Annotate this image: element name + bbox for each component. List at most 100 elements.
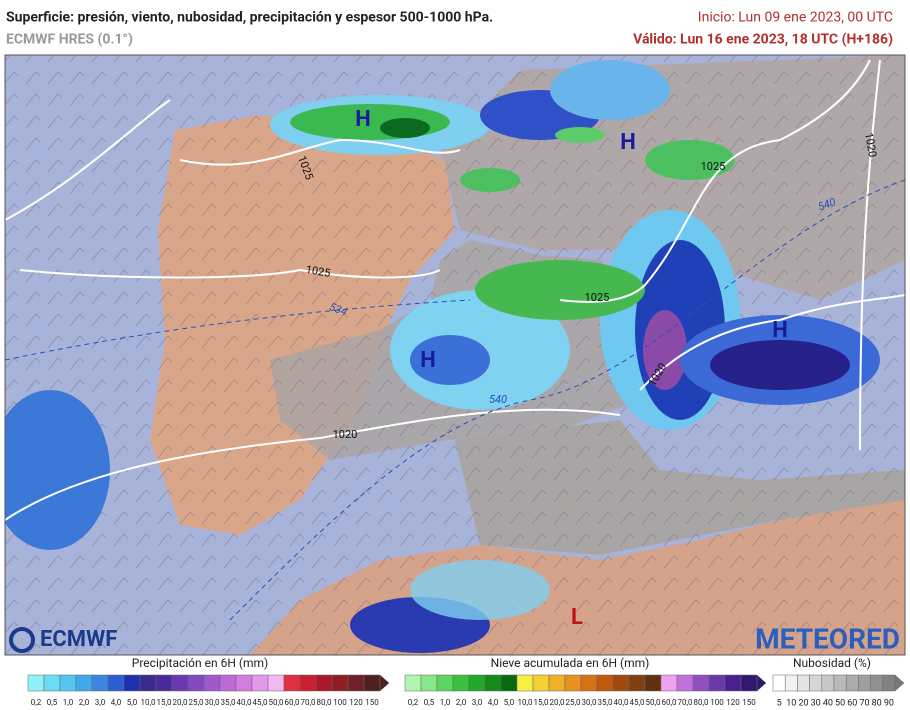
- legend-label: 10: [786, 698, 796, 708]
- legend-swatch: [27, 674, 45, 692]
- legend-swatch: [187, 674, 205, 692]
- legend-label: 40: [823, 698, 833, 708]
- precip-area: [710, 340, 850, 390]
- legend-label: 2,0: [456, 698, 467, 707]
- legend-label: 40,0: [613, 698, 629, 707]
- snow-area: [555, 127, 605, 143]
- valid-time: Válido: Lun 16 ene 2023, 18 UTC (H+186): [633, 32, 893, 48]
- precipitation: [5, 60, 880, 653]
- legend-swatch: [708, 674, 726, 692]
- legend-label: 50,0: [645, 698, 661, 707]
- legend-swatch: [500, 674, 518, 692]
- legend-label: 100: [333, 698, 347, 707]
- snow: [290, 104, 735, 320]
- legend-swatch: [91, 674, 109, 692]
- legend-label: 15,0: [156, 698, 172, 707]
- thickness-line: [229, 179, 905, 621]
- legend-swatch: [516, 674, 534, 692]
- isobar-label: 1025: [585, 291, 610, 304]
- legend-label: 50,0: [268, 698, 284, 707]
- legend-swatch: [676, 674, 694, 692]
- isobars: [5, 59, 905, 521]
- precip-area: [643, 310, 687, 390]
- legend-swatch: [784, 674, 798, 692]
- legend-swatch: [692, 674, 710, 692]
- legend-swatch: [882, 674, 896, 692]
- legend-label: 60,0: [284, 698, 300, 707]
- legend-label: 4,0: [488, 698, 499, 707]
- legend-swatch: [484, 674, 502, 692]
- logo-meteored: METEORED: [755, 622, 900, 655]
- legend-label: 0,2: [408, 698, 419, 707]
- legend-swatch: [203, 674, 221, 692]
- legend-label: 2,0: [79, 698, 90, 707]
- legend-label: 45,0: [629, 698, 645, 707]
- legend-swatch: [532, 674, 550, 692]
- precip-area: [410, 335, 490, 385]
- legend-label: 100: [710, 698, 724, 707]
- legend-label: 40,0: [236, 698, 252, 707]
- legend-swatch: [628, 674, 646, 692]
- legend-swatch: [315, 674, 333, 692]
- legend-label: 50: [835, 698, 845, 708]
- legend-label: 35,0: [597, 698, 613, 707]
- precip-area: [5, 390, 110, 550]
- legend-swatch: [404, 674, 422, 692]
- isobar-label: 1020: [333, 428, 358, 441]
- isobar: [639, 294, 905, 391]
- isobar-label: 1025: [305, 263, 332, 280]
- legend-label: 35,0: [220, 698, 236, 707]
- legend-label: 5: [777, 698, 782, 708]
- legend-swatch: [219, 674, 237, 692]
- legend-swatch: [123, 674, 141, 692]
- legend-swatch: [347, 674, 365, 692]
- legend-label: 15,0: [533, 698, 549, 707]
- isobar: [179, 138, 461, 166]
- legend-swatch: [809, 674, 823, 692]
- high-pressure: H: [355, 107, 371, 132]
- legend-swatch: [858, 674, 871, 692]
- legends: Precipitación en 6H (mm) 0,2 0,5 1,0 2,0 3,0 4…: [27, 656, 905, 708]
- legend-swatch: [452, 674, 470, 692]
- legend-swatch: [548, 674, 566, 692]
- legend-label: 120: [349, 698, 363, 707]
- legend-swatch: [596, 674, 614, 692]
- legend-label: 5,0: [504, 698, 515, 707]
- legend-swatch: [171, 674, 189, 692]
- legend-swatch: [75, 674, 93, 692]
- legend-label: 70,0: [677, 698, 693, 707]
- legend-swatch: [797, 674, 810, 692]
- logo-ecmwf: ECMWF: [40, 627, 117, 652]
- model: ECMWF HRES (0.1°): [6, 32, 133, 48]
- logo-ecmwf-icon: [9, 627, 35, 653]
- thickness-label: 540: [489, 393, 507, 406]
- legend-swatch: [468, 674, 486, 692]
- legend-swatch: [436, 674, 454, 692]
- legend-label: 90: [884, 698, 894, 708]
- legend-title: Nubosidad (%): [793, 656, 871, 670]
- legend-swatch: [740, 674, 758, 692]
- legend-label: 1,0: [63, 698, 74, 707]
- legend-swatch: [660, 674, 678, 692]
- legend-swatch: [267, 674, 285, 692]
- precip-area: [410, 560, 550, 620]
- legend-label: 60,0: [661, 698, 677, 707]
- legend-swatch: [235, 674, 253, 692]
- map: H H H H L 1025 1025 1025 1025 1020 1020 …: [5, 55, 905, 655]
- legend-label: 80: [872, 698, 882, 708]
- isobar: [559, 59, 871, 303]
- legend-swatch: [283, 674, 301, 692]
- legend-label: 10,0: [140, 698, 156, 707]
- thickness-label: 534: [328, 300, 349, 318]
- legend-label: 60: [847, 698, 857, 708]
- legend-label: 20,0: [172, 698, 188, 707]
- legend-arrow: [379, 674, 390, 692]
- legend-label: 0,5: [47, 698, 58, 707]
- legend-swatch: [644, 674, 662, 692]
- legend-label: 150: [742, 698, 756, 707]
- legend-swatch: [155, 674, 173, 692]
- snow-area: [460, 168, 520, 192]
- legend-label: 45,0: [252, 698, 268, 707]
- legend-label: 30: [811, 698, 821, 708]
